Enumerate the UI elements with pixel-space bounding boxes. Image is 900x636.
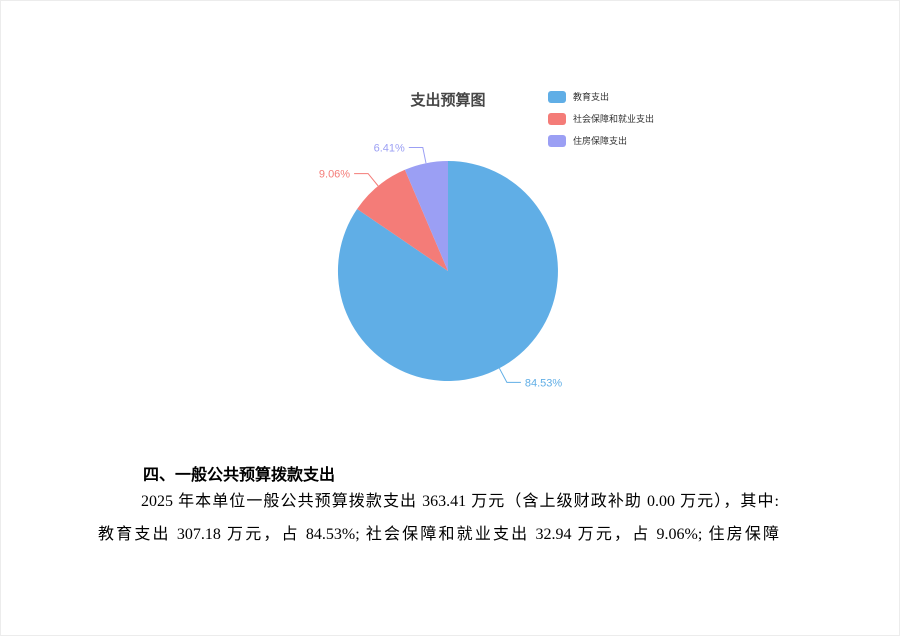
pie-label-line-1 [354, 173, 379, 187]
pie-chart-canvas: 84.53% 9.06% 6.41% [319, 143, 563, 390]
legend-item-0: 教育支出 [548, 90, 654, 103]
legend-item-label: 社会保障和就业支出 [573, 114, 655, 124]
pie-percvalue-label-0: 84.53% [525, 377, 563, 389]
pie-slice-0 [337, 161, 558, 381]
paragraph-line-2: 教育支出 307.18 万元，占 84.53%; 社会保障和就业支出 32.94… [98, 526, 779, 543]
pie-slice-2 [404, 161, 448, 271]
chart-title: 支出预算图 [410, 92, 486, 109]
legend-marker-icon [548, 134, 566, 147]
body-paragraph: 2025 年本单位一般公共预算拨款支出 363.41 万元（含上级财政补助 0.… [98, 485, 779, 551]
pie-percvalue-label-1: 9.06% [319, 169, 350, 181]
legend-marker-icon [548, 90, 566, 103]
legend-item-1: 社会保障和就业支出 [548, 112, 654, 125]
legend-item-label: 教育支出 [573, 92, 610, 102]
section-heading: 四、一般公共预算拨款支出 [143, 467, 336, 484]
pie-label-line-2 [408, 147, 427, 164]
paragraph-line-1: 2025 年本单位一般公共预算拨款支出 363.41 万元（含上级财政补助 0.… [141, 493, 779, 510]
legend-marker-icon [548, 112, 566, 125]
chart-legend: 教育支出社会保障和就业支出 住房保障支出 [548, 90, 654, 156]
legend-item-label: 住房保障支出 [573, 136, 628, 146]
pie-percvalue-label-2: 6.41% [374, 143, 405, 155]
pie-slice-1 [357, 169, 448, 271]
expenditure-pie-chart: 支出预算图 84.53% 9.06% 6.41% 教育支出社会保障和就业支出 住房保障… [1, 1, 900, 451]
legend-item-2: 住房保障支出 [548, 134, 654, 147]
pie-label-line-0 [498, 368, 521, 383]
